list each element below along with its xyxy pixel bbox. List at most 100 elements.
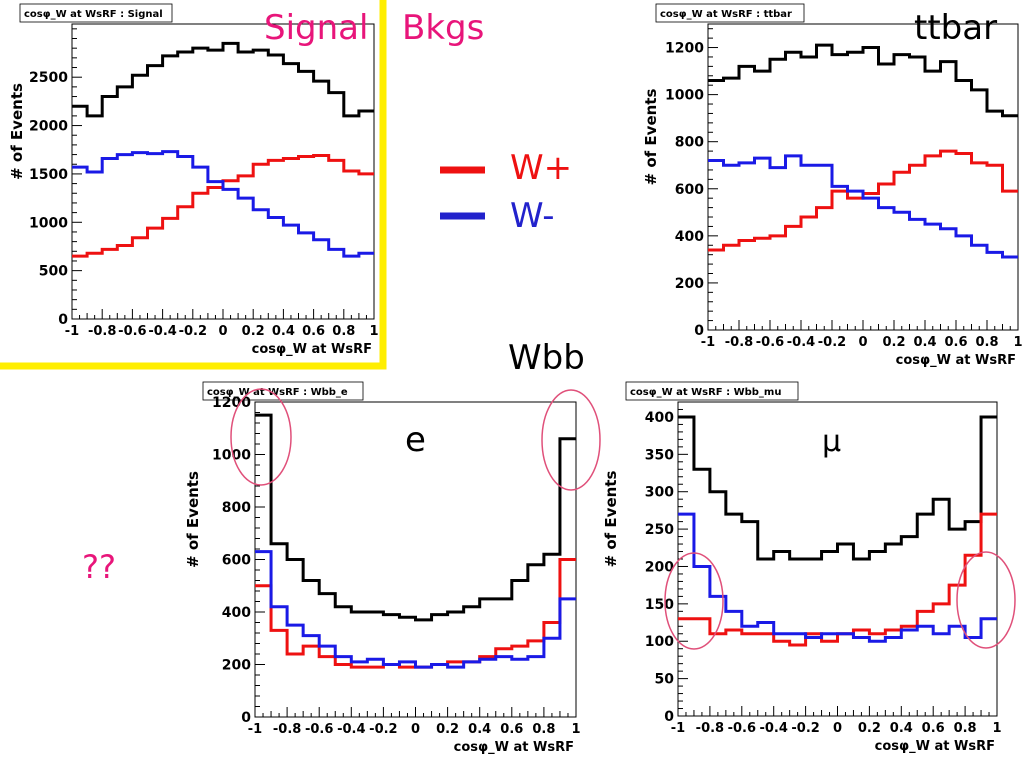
y-tick-label: 250 [645, 522, 674, 538]
x-tick-label: 1 [369, 324, 378, 339]
y-tick-label: 300 [645, 485, 674, 501]
x-tick-label: -0.4 [787, 335, 815, 350]
x-tick-label: 1 [992, 721, 1001, 736]
x-tick-label: -0.2 [791, 721, 819, 736]
y-tick-label: 1000 [665, 88, 704, 104]
x-tick-label: -0.2 [818, 335, 846, 350]
x-tick-label: 0.4 [913, 335, 936, 350]
x-axis-label: cosφ_W at WsRF [896, 353, 1016, 368]
x-tick-label: -0.2 [179, 324, 207, 339]
title-text: cosφ_W at WsRF : ttbar [660, 9, 792, 20]
x-tick-label: -0.6 [728, 721, 756, 736]
y-tick-label: 0 [664, 709, 674, 725]
plot-title: cosφ_W at WsRF : Signal [19, 3, 173, 23]
x-tick-label: 0.2 [242, 324, 265, 339]
wminus-histogram [678, 512, 997, 643]
y-tick-label: 150 [645, 597, 674, 613]
x-tick-label: -0.8 [88, 324, 116, 339]
edge-circle-mu-left [664, 552, 724, 650]
y-axis-label: # of Events [642, 89, 660, 186]
x-tick-label: -0.6 [118, 324, 146, 339]
y-tick-label: 800 [675, 135, 704, 151]
y-tick-label: 200 [675, 276, 704, 292]
histogram-step-line [72, 150, 374, 258]
title-box [655, 3, 805, 23]
histogram-step-line [678, 512, 997, 643]
x-tick-label: 0.8 [532, 722, 555, 737]
wminus-histogram [72, 150, 374, 258]
y-tick-label: 600 [222, 553, 251, 569]
y-tick-label: 100 [645, 634, 674, 650]
edge-circle-e-left [230, 388, 292, 486]
x-tick-label: 0.2 [858, 721, 881, 736]
x-tick-label: -0.4 [759, 721, 787, 736]
y-tick-label: 2500 [29, 70, 68, 86]
x-tick-label: 0.2 [882, 335, 905, 350]
x-tick-label: 0 [218, 324, 227, 339]
y-tick-label: 400 [222, 605, 251, 621]
y-tick-label: 1500 [29, 167, 68, 183]
total-histogram [678, 415, 997, 561]
x-tick-label: 0.4 [468, 722, 491, 737]
x-tick-label: -0.2 [369, 722, 397, 737]
y-tick-label: 1000 [29, 215, 68, 231]
histogram-step-line [255, 413, 576, 622]
legend-wplus-label: W+ [510, 148, 573, 188]
x-tick-label: 0 [858, 335, 867, 350]
x-tick-label: 0.4 [272, 324, 295, 339]
y-tick-label: 1000 [212, 448, 251, 464]
x-tick-label: -0.8 [696, 721, 724, 736]
signal-heading: Signal [264, 8, 369, 48]
x-tick-label: -1 [701, 335, 715, 350]
y-tick-label: 400 [675, 229, 704, 245]
edge-circle-e-right [541, 389, 601, 491]
title-box [625, 381, 799, 401]
total-histogram [708, 43, 1018, 118]
x-tick-label: -1 [671, 721, 685, 736]
question-marks: ?? [82, 548, 116, 586]
y-tick-label: 0 [241, 710, 251, 726]
signal-plot: cosφ_W at WsRF : Signal 0 500 1000 1500 2000 2… [8, 3, 379, 357]
wbb-heading: Wbb [508, 338, 585, 378]
legend-wminus-label: W- [510, 196, 555, 236]
histogram-step-line [255, 550, 576, 669]
signal-highlight-frame [0, 0, 387, 370]
total-histogram [72, 41, 374, 118]
x-tick-label: -1 [65, 324, 79, 339]
wbb-e-plot: cosφ_W at WsRF : Wbb_e 0 200 400 600 800 1000 1… [184, 381, 581, 755]
y-axis-label: # of Events [602, 471, 620, 568]
wminus-histogram [708, 154, 1018, 259]
y-tick-label: 800 [222, 500, 251, 516]
total-histogram [255, 413, 576, 622]
y-tick-label: 1200 [212, 395, 251, 411]
x-tick-label: 0.8 [954, 721, 977, 736]
x-axis-label: cosφ_W at WsRF [454, 740, 574, 755]
y-tick-label: 0 [58, 312, 68, 328]
x-tick-label: 0.8 [975, 335, 998, 350]
title-text: cosφ_W at WsRF : Signal [24, 9, 163, 20]
x-tick-label: 0.8 [332, 324, 355, 339]
x-tick-label: 0.6 [944, 335, 967, 350]
title-text: cosφ_W at WsRF : Wbb_e [207, 387, 348, 398]
y-tick-label: 600 [675, 182, 704, 198]
y-tick-label: 350 [645, 447, 674, 463]
ttbar-heading: ttbar [914, 8, 998, 48]
muon-annotation: μ [822, 424, 842, 459]
x-tick-label: 0 [833, 721, 842, 736]
title-box [202, 381, 364, 401]
x-tick-label: -0.6 [756, 335, 784, 350]
y-tick-label: 0 [694, 323, 704, 339]
bkgs-heading: Bkgs [402, 8, 485, 48]
title-text: cosφ_W at WsRF : Wbb_mu [630, 387, 781, 398]
x-tick-label: 0.4 [890, 721, 913, 736]
x-tick-label: 0.6 [302, 324, 325, 339]
x-tick-label: -0.4 [337, 722, 365, 737]
y-tick-label: 400 [645, 410, 674, 426]
y-tick-label: 1200 [665, 41, 704, 57]
histogram-step-line [708, 43, 1018, 118]
x-tick-label: 0.6 [922, 721, 945, 736]
x-tick-label: 0.6 [500, 722, 523, 737]
x-tick-label: 0 [411, 722, 420, 737]
y-tick-label: 2000 [29, 119, 68, 135]
